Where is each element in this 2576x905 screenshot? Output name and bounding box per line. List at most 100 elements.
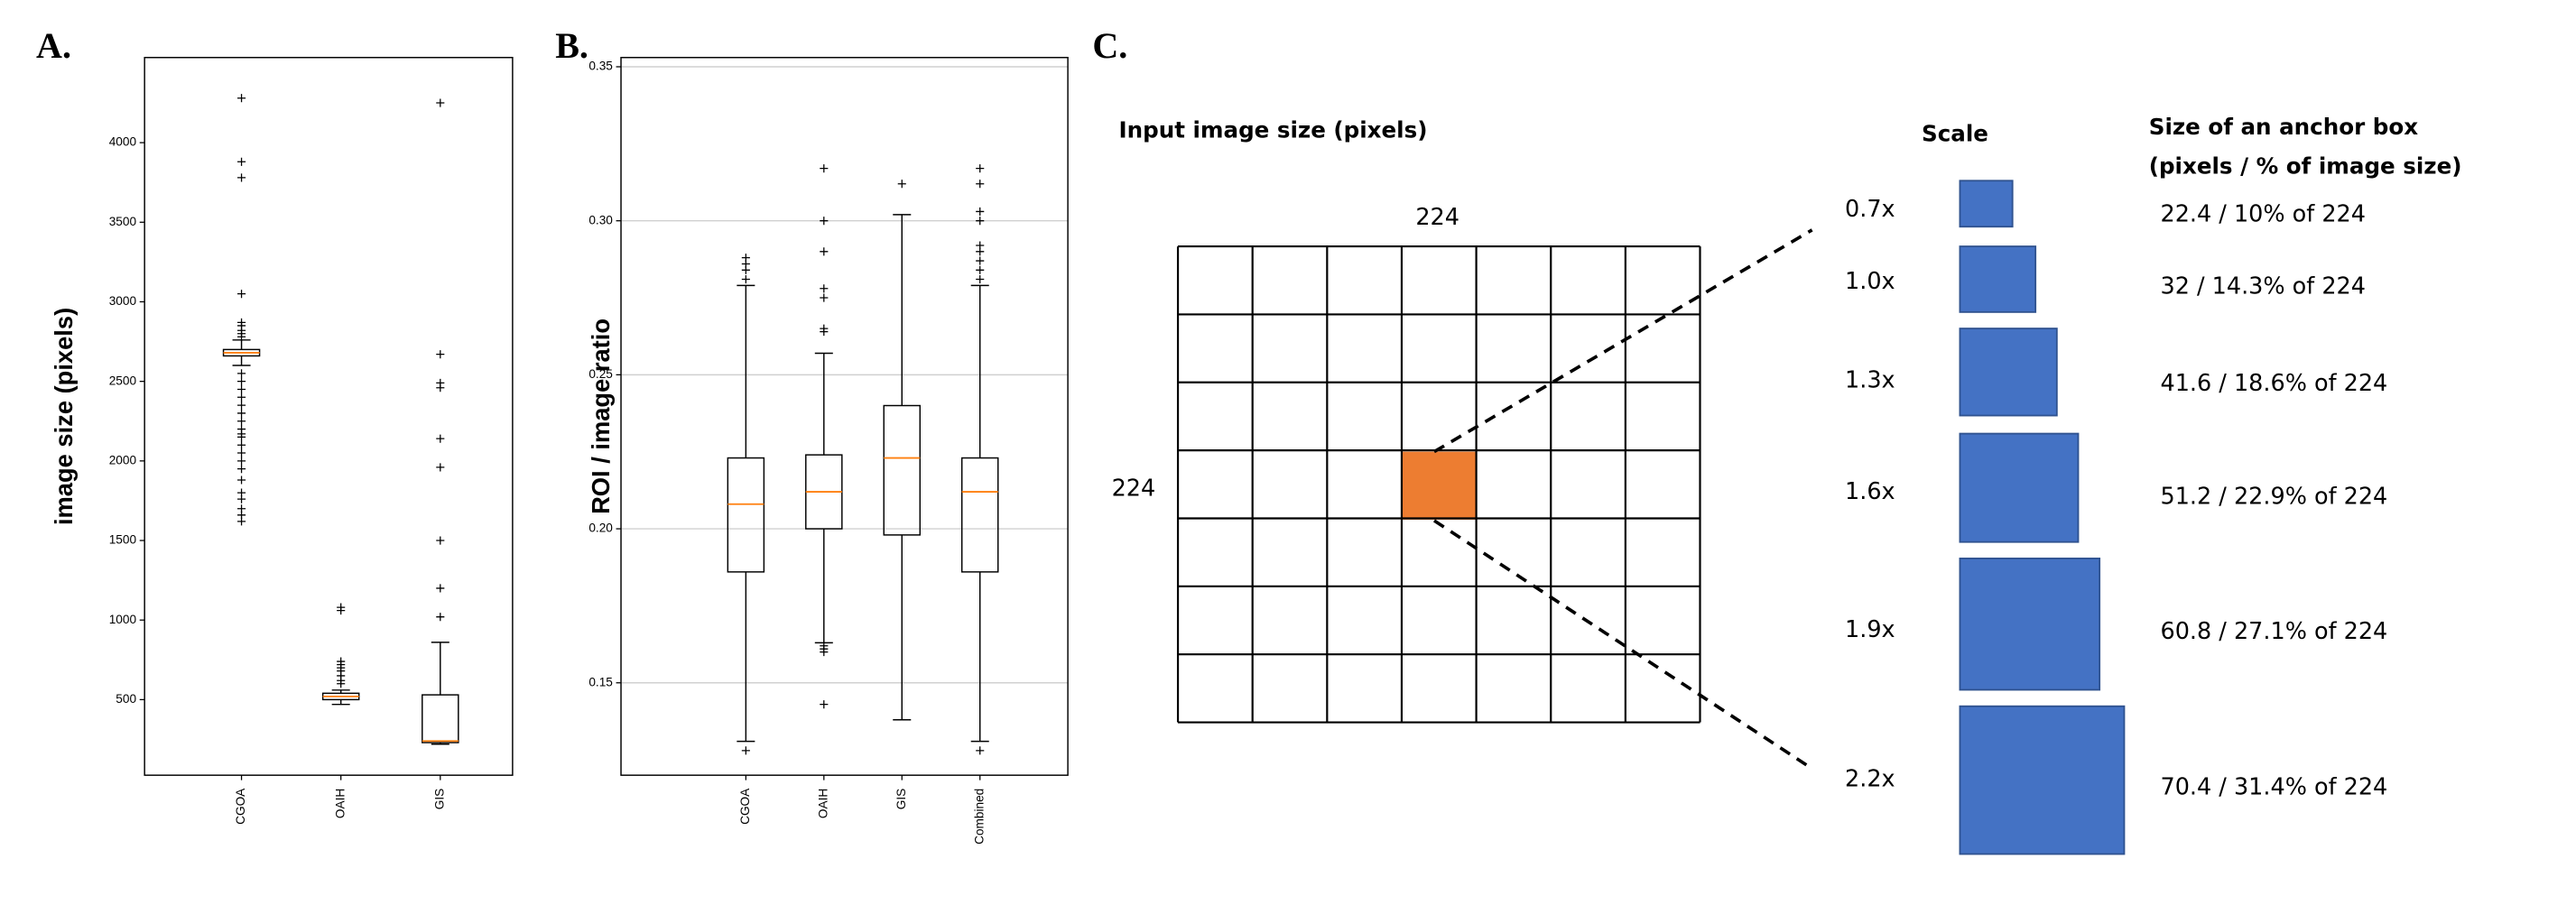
outlier [237,173,246,182]
outlier [436,434,445,443]
outlier [237,401,246,410]
anchor-size-label: 70.4 / 31.4% of 224 [2161,774,2388,801]
outlier [237,409,246,418]
anchor-diagram: C. Input image size (pixels) 224 224 Sca… [1092,25,2462,855]
anchor-box [1959,328,2058,417]
size-header: Size of an anchor box [2149,114,2418,140]
outlier [976,164,985,173]
outlier [237,440,246,449]
anchor-box [1959,557,2101,691]
outlier [436,378,445,387]
anchor-size-label: 22.4 / 10% of 224 [2161,200,2366,227]
outlier [820,164,829,173]
outlier [237,417,246,426]
outlier [741,274,750,284]
anchor-box [1959,245,2037,313]
box [883,404,922,536]
outlier [436,613,445,622]
anchor-box [1959,180,2014,228]
projection-line [1433,228,1813,454]
panel-label: C. [1092,25,1127,66]
outlier [237,377,246,386]
projection-line [1432,519,1813,771]
x-tick-label: GIS [432,789,446,810]
outlier [237,94,246,103]
outlier [741,746,750,755]
outlier [976,241,985,250]
selected-cell [1401,451,1477,520]
y-tick-label: 2000 [109,453,137,466]
box [422,694,459,743]
outlier [976,265,985,274]
height-label: 224 [1112,475,1156,502]
x-tick-label: OAIH [816,789,829,818]
width-label: 224 [1415,204,1459,231]
outlier [436,350,445,359]
y-tick-label: 0.20 [588,522,613,535]
scale-label: 1.3x [1845,366,1895,393]
scale-label: 1.0x [1845,268,1895,295]
scale-label: 1.6x [1845,478,1895,505]
x-tick-label: OAIH [333,789,347,818]
y-tick-label: 4000 [109,135,137,149]
outlier [337,603,346,612]
y-tick-label: 3000 [109,294,137,308]
y-tick-label: 0.35 [588,60,613,73]
outlier [820,247,829,256]
scale-label: 2.2x [1845,766,1895,793]
anchor-size-label: 51.2 / 22.9% of 224 [2161,484,2388,511]
box [727,457,765,573]
scale-label: 0.7x [1845,196,1895,223]
y-tick-label: 3500 [109,215,137,228]
box [960,457,999,573]
grid-title: Input image size (pixels) [1119,117,1428,143]
outlier [436,584,445,593]
outlier [237,425,246,434]
outlier [976,217,985,226]
y-tick-label: 1000 [109,613,137,626]
outlier [237,290,246,299]
outlier [436,463,445,472]
outlier [976,256,985,265]
y-tick-label: 0.15 [588,675,613,688]
outlier [237,157,246,166]
y-tick-label: 1500 [109,533,137,547]
anchor-size-label: 41.6 / 18.6% of 224 [2161,370,2388,397]
outlier [976,274,985,284]
y-tick-label: 0.30 [588,213,613,226]
anchor-box [1959,705,2126,855]
outlier [337,657,346,666]
scale-label: 1.9x [1845,616,1895,643]
outlier [237,488,246,497]
x-tick-label: CGOA [738,788,752,825]
outlier [820,217,829,226]
y-axis-label: image size (pixels) [50,308,78,525]
x-tick-label: Combined [972,789,986,845]
outlier [436,536,445,545]
panel-label: B. [555,25,588,66]
outlier [976,746,985,755]
anchor-size-label: 60.8 / 27.1% of 224 [2161,618,2388,645]
outlier [237,504,246,513]
y-axis-label: ROI / image ratio [587,319,615,514]
outlier [897,180,906,189]
y-tick-label: 2500 [109,374,137,387]
size-header: (pixels / % of image size) [2149,153,2462,180]
outlier [436,98,445,107]
outlier [237,318,246,327]
outlier [237,392,246,402]
y-tick-label: 0.25 [588,367,613,381]
plot-frame [144,57,514,776]
outlier [976,207,985,216]
plot-frame [620,57,1069,776]
y-tick-label: 500 [116,692,136,706]
outlier [237,465,246,474]
outlier [237,457,246,466]
panel-label: A. [36,25,71,66]
outlier [820,324,829,333]
outlier [820,284,829,293]
outlier [237,384,246,394]
outlier [741,254,750,263]
x-tick-label: CGOA [234,788,247,825]
